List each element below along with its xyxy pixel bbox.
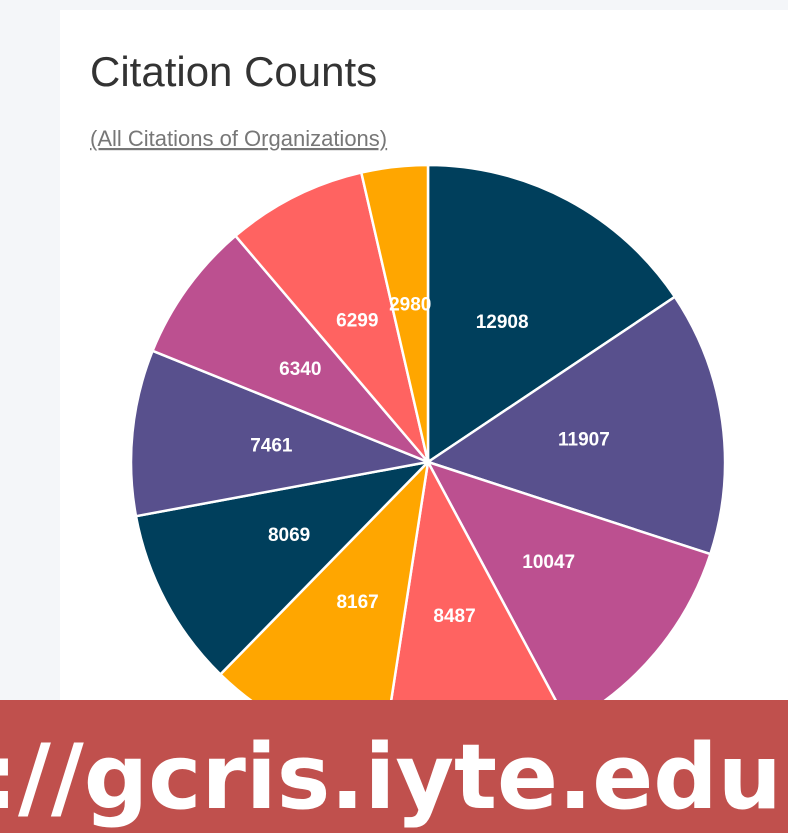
slice-label: 2980 [389,295,431,316]
slice-label: 11907 [558,429,610,450]
slice-label: 6340 [279,359,321,380]
banner-url: ://gcris.iyte.edu.tr [0,725,788,830]
slice-label: 7461 [250,435,293,456]
subtitle-link[interactable]: (All Citations of Organizations) [90,126,387,151]
slice-label: 8069 [268,525,310,546]
pie-chart: 12908 11907 10047 8487 8167 8069 7461 6340 6299 2… [129,163,727,761]
pie-slice [129,349,433,518]
pie-slice [150,234,429,464]
pie-slice [425,295,727,556]
pie-slice [233,171,430,463]
slice-label: 8487 [433,606,475,627]
slice-label: 8167 [336,592,378,613]
pie-slice [134,460,432,677]
slice-label: 10047 [522,552,575,573]
slice-label: 12908 [476,312,529,333]
pie-slice [359,163,430,463]
slice-label: 6299 [336,310,378,331]
card-title: Citation Counts [90,48,377,95]
banner [0,700,788,833]
pie-slice [426,163,677,465]
